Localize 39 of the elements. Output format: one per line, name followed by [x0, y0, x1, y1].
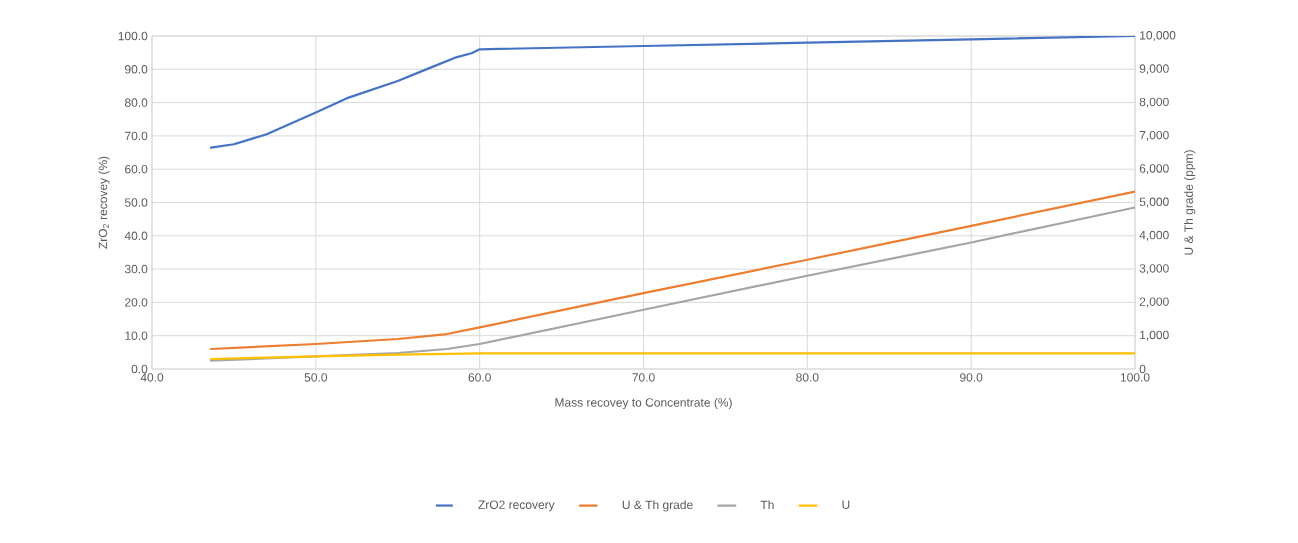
y2-tick-label: 2,000 [1139, 297, 1169, 308]
x-axis-title: Mass recovey to Concentrate (%) [555, 397, 732, 410]
line-series [209, 206, 1136, 362]
x-tick-label: 70.0 [632, 373, 655, 382]
y-tick-label: 30.0 [124, 264, 148, 274]
y2-tick-label: 7,000 [1139, 130, 1169, 141]
y2-axis-title: U & Th grade (ppm) [1184, 150, 1196, 255]
y2-tick-label: 3,000 [1139, 264, 1169, 275]
legend-label: U & Th grade [622, 500, 693, 512]
legend-label: Th [760, 500, 774, 509]
y-tick-label: 40.0 [124, 231, 148, 241]
y-axis-title: ZrO$_{2}$ recovey (%) [98, 156, 110, 249]
y-tick-label: 80.0 [124, 98, 148, 107]
x-tick-label: 90.0 [960, 373, 983, 382]
y2-tick-label: 4,000 [1139, 230, 1169, 241]
x-tick-label: 40.0 [140, 373, 164, 382]
x-tick-label: 80.0 [796, 373, 819, 382]
y2-tick-label: 8,000 [1139, 97, 1169, 108]
line-series [209, 36, 1136, 149]
y-tick-label: 0.0 [131, 364, 148, 374]
y-tick-label: 20.0 [125, 298, 148, 307]
y2-tick-label: 9,000 [1139, 64, 1169, 75]
y-tick-label: 60.0 [125, 164, 148, 174]
x-tick-label: 60.0 [468, 373, 491, 382]
y-tick-label: 10.0 [125, 331, 148, 340]
x-tick-label: 50.0 [304, 373, 328, 382]
y2-tick-label: 0 [1139, 364, 1146, 374]
y-tick-label: 50.0 [124, 198, 148, 207]
y-tick-label: 90.0 [125, 65, 148, 74]
y2-tick-label: 5,000 [1139, 197, 1169, 208]
y-tick-label: 100.0 [118, 31, 148, 41]
line-series [209, 190, 1136, 351]
y2-tick-label: 1,000 [1140, 330, 1169, 341]
y2-tick-label: 6,000 [1139, 164, 1169, 175]
x-tick-label: 100.0 [1120, 373, 1150, 382]
legend-label: ZrO2 recovery [478, 500, 555, 512]
y-tick-label: 70.0 [125, 131, 148, 141]
y2-tick-label: 10,000 [1140, 31, 1176, 41]
legend-label: U [842, 500, 850, 509]
